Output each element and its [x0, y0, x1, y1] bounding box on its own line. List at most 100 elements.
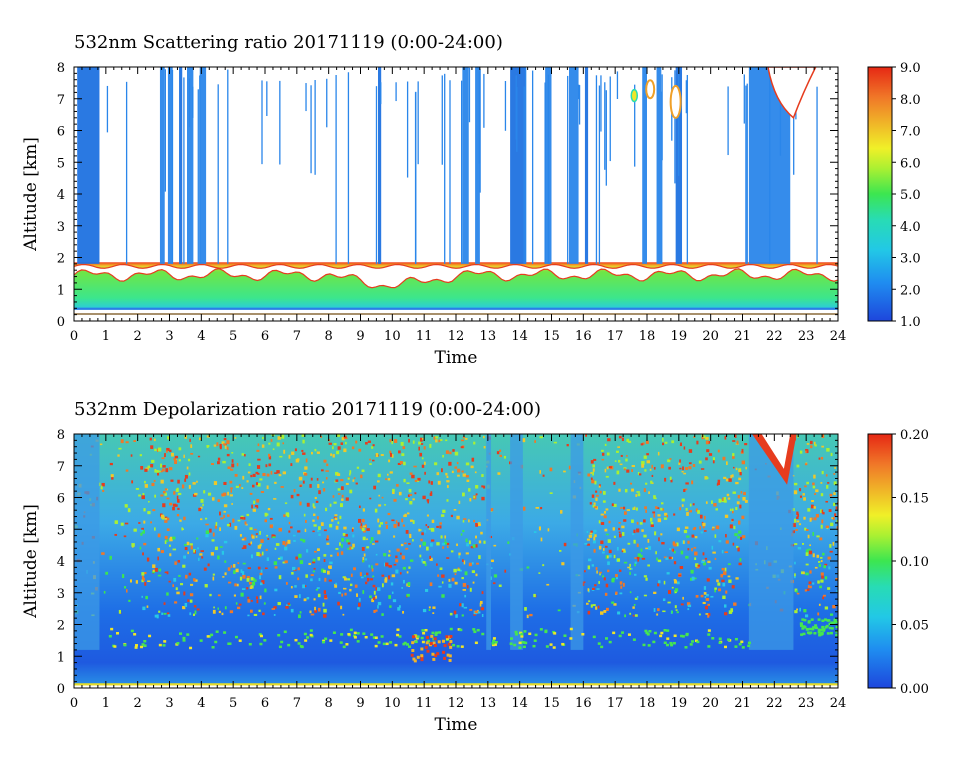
depol-cell — [207, 563, 210, 567]
depol-cell — [176, 513, 180, 517]
depol-cell — [316, 587, 320, 589]
depol-cell — [481, 485, 484, 488]
y-tick-label: 2 — [57, 619, 65, 634]
depol-cell — [200, 518, 203, 521]
depol-cell — [241, 453, 245, 456]
cloud-core — [630, 88, 639, 103]
depol-cell — [249, 492, 253, 495]
x-tick-label: 12 — [448, 696, 465, 711]
depol-cell — [99, 443, 103, 446]
depol-cell — [224, 606, 227, 610]
low-depol-column — [74, 434, 100, 650]
depol-cell — [706, 449, 710, 453]
depol-cell — [668, 466, 671, 470]
depol-cell — [588, 600, 591, 603]
depol-cell — [818, 457, 821, 460]
depol-cell — [293, 488, 296, 493]
depol-cell — [455, 614, 458, 618]
depol-cell — [667, 459, 671, 463]
depol-cell — [164, 488, 168, 491]
depol-cell — [703, 435, 706, 439]
x-tick-label: 23 — [798, 329, 815, 344]
depol-cell — [608, 549, 612, 554]
y-tick-label: 8 — [57, 428, 65, 443]
depol-cell — [678, 574, 682, 577]
depol-cell — [231, 452, 234, 454]
depol-cell — [740, 491, 743, 494]
depol-cell — [168, 467, 173, 471]
depol-cell — [721, 549, 724, 554]
depol-cell — [409, 534, 412, 538]
depol-cell — [600, 513, 604, 516]
depol-cell — [732, 466, 735, 469]
depol-cell — [387, 575, 391, 580]
depol-cell — [323, 554, 327, 557]
depol-cell — [233, 570, 236, 574]
boundary-layer-cell — [340, 633, 344, 636]
depol-cell — [167, 436, 170, 440]
depol-cell — [739, 504, 742, 509]
depol-cell — [732, 542, 735, 546]
depol-cell — [601, 452, 605, 456]
depol-cell — [444, 539, 447, 542]
boundary-layer-cell — [618, 634, 622, 638]
depol-cell — [631, 488, 635, 492]
boundary-layer-cell — [561, 642, 565, 646]
cloud-streak — [417, 81, 419, 165]
depol-cell — [672, 541, 676, 546]
depol-cell — [351, 446, 355, 450]
boundary-layer-cell — [283, 630, 287, 634]
depol-cell — [146, 605, 149, 608]
boundary-layer-cell — [163, 640, 167, 643]
depol-cell — [634, 614, 638, 617]
depol-cell — [687, 608, 690, 611]
depol-cell — [313, 513, 316, 517]
depol-cell — [377, 601, 382, 606]
depol-cell — [242, 475, 245, 480]
depol-cell — [448, 583, 452, 588]
x-tick-label: 11 — [416, 329, 433, 344]
depol-cell — [604, 443, 607, 446]
depol-cell — [813, 441, 816, 446]
boundary-layer-cell — [817, 631, 821, 634]
depol-cell — [457, 568, 461, 571]
depol-cell — [587, 558, 592, 562]
depol-cell — [618, 488, 621, 492]
depol-cell — [373, 485, 377, 490]
depol-cell — [287, 539, 291, 544]
depol-cell — [618, 569, 622, 572]
depol-cell — [388, 459, 391, 463]
depol-cell — [426, 499, 430, 502]
depol-cell — [470, 546, 475, 549]
depol-cell — [699, 514, 703, 519]
depol-cell — [829, 613, 834, 616]
depol-cell — [735, 577, 739, 580]
depol-cell — [462, 529, 465, 533]
low-depol-column — [570, 434, 584, 650]
boundary-layer-cell — [449, 627, 453, 631]
depol-cell — [432, 606, 436, 609]
depol-cell — [737, 495, 740, 499]
depol-cell — [141, 527, 144, 530]
x-tick-label: 18 — [639, 329, 656, 344]
depol-cell — [173, 457, 177, 461]
boundary-layer-cell — [802, 625, 806, 628]
depol-cell — [671, 586, 674, 589]
depol-cell — [343, 448, 347, 453]
depol-cell — [462, 492, 465, 497]
depol-cell — [459, 603, 462, 607]
cloud-streak — [661, 91, 663, 264]
boundary-layer-cell — [691, 640, 695, 643]
depol-cell — [731, 518, 734, 522]
depol-cell — [392, 599, 397, 603]
x-tick-label: 20 — [702, 696, 719, 711]
y-axis-label: Altitude [km] — [21, 137, 41, 252]
depol-cell — [246, 587, 249, 590]
cloud-streak — [531, 70, 534, 264]
depol-cell — [410, 519, 414, 522]
aerosol-cell — [436, 652, 440, 656]
depol-cell — [820, 579, 824, 583]
depol-cell — [449, 612, 453, 616]
depol-cell — [471, 570, 476, 574]
depol-cell — [538, 572, 541, 574]
